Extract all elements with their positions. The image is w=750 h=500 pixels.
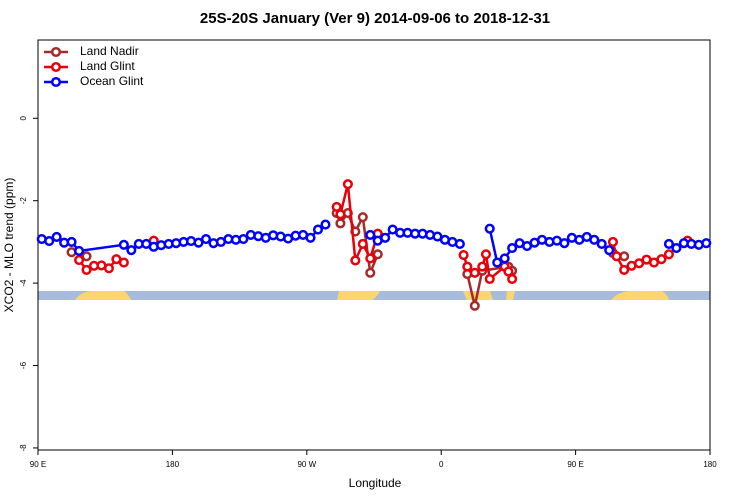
data-point: [193, 237, 204, 248]
legend-label: Ocean Glint: [80, 74, 144, 88]
data-point: [103, 263, 114, 274]
data-point: [503, 266, 514, 277]
data-point: [357, 212, 368, 223]
data-point: [559, 238, 570, 249]
data-point: [312, 224, 324, 235]
data-point: [701, 238, 712, 249]
land-patch: [75, 291, 131, 300]
data-point: [492, 257, 503, 268]
data-point: [365, 229, 376, 240]
y-tick-label: -6: [19, 361, 28, 369]
land-patch: [506, 291, 515, 300]
y-tick-label: -2: [19, 197, 28, 205]
land-ocean-strip: [38, 291, 710, 300]
data-point: [507, 273, 518, 285]
data-point: [604, 245, 615, 256]
data-point: [656, 254, 667, 265]
data-point: [454, 238, 465, 250]
data-point: [200, 233, 212, 245]
data-point: [365, 253, 376, 264]
x-tick-label: 90 E: [30, 460, 46, 469]
x-tick-label: 90 W: [297, 460, 316, 469]
x-tick-label: 90 E: [567, 460, 583, 469]
data-point: [596, 238, 607, 250]
x-tick-label: 180: [703, 460, 717, 469]
y-tick-label: -8: [19, 444, 28, 452]
data-point: [663, 249, 674, 260]
chart-title: 25S-20S January (Ver 9) 2014-09-06 to 20…: [200, 10, 550, 27]
data-point: [357, 238, 368, 250]
legend-label: Land Glint: [80, 59, 135, 73]
legend-marker: [50, 46, 62, 58]
data-point: [331, 201, 342, 212]
legend-label: Land Nadir: [80, 44, 139, 58]
data-point: [126, 245, 137, 256]
data-point: [365, 267, 376, 278]
x-tick-label: 180: [166, 460, 180, 469]
data-point: [484, 223, 495, 234]
land-patch: [611, 291, 669, 300]
data-point: [335, 218, 346, 229]
data-point: [607, 236, 618, 247]
series-line: [79, 184, 688, 279]
data-point: [611, 251, 622, 262]
data-point: [74, 245, 85, 257]
data-point: [477, 261, 488, 272]
data-point: [469, 267, 480, 278]
data-point: [305, 232, 316, 243]
data-point: [342, 179, 353, 190]
data-point: [458, 250, 469, 261]
data-point: [634, 258, 645, 269]
data-point: [480, 249, 492, 260]
data-point: [81, 251, 92, 262]
data-point: [372, 249, 383, 260]
legend-marker: [50, 76, 62, 88]
data-point: [671, 243, 682, 254]
data-point: [44, 236, 55, 247]
data-point: [619, 264, 630, 275]
x-axis-label: Longitude: [349, 476, 402, 490]
data-point: [238, 233, 249, 245]
data-point: [335, 209, 346, 220]
x-tick-label: 0: [439, 460, 444, 469]
y-axis-label: XCO2 - MLO trend (ppm): [2, 178, 16, 313]
data-point: [320, 219, 331, 230]
data-point: [507, 243, 518, 254]
data-point: [118, 239, 129, 250]
data-point: [663, 238, 674, 250]
data-point: [589, 234, 600, 245]
y-tick-label: -4: [19, 279, 28, 287]
data-point: [74, 254, 85, 266]
data-point: [462, 261, 473, 272]
data-point: [380, 232, 391, 243]
y-tick-label: 0: [19, 116, 28, 121]
data-point: [469, 300, 480, 311]
land-patch: [337, 291, 380, 300]
data-point: [51, 231, 62, 243]
legend-marker: [50, 61, 62, 73]
data-point: [81, 264, 92, 275]
data-point: [499, 253, 510, 264]
data-point: [350, 255, 361, 266]
data-point: [118, 257, 129, 268]
data-point: [66, 236, 77, 247]
data-point: [484, 273, 495, 285]
